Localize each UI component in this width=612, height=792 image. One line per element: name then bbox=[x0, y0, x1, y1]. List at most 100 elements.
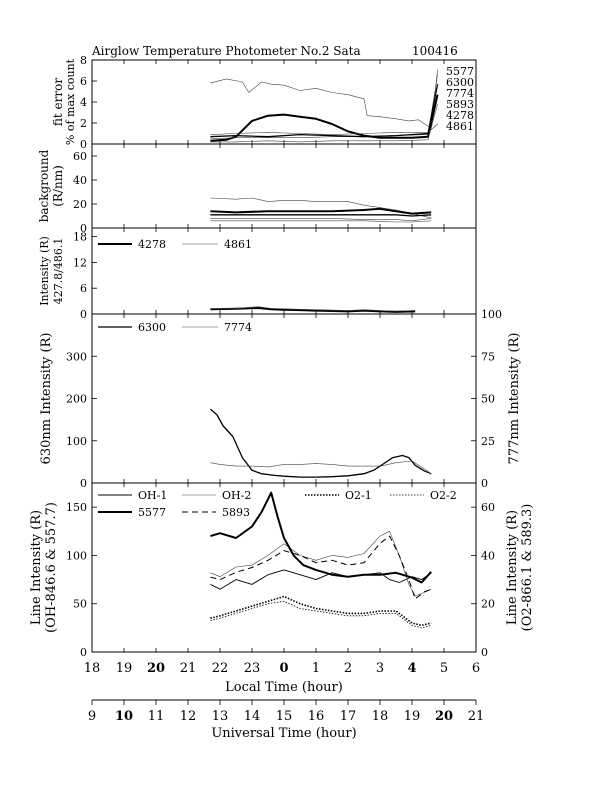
series-line-4861 bbox=[210, 123, 438, 135]
legend-label-5577: 5577 bbox=[138, 506, 166, 519]
y-tick-label: 150 bbox=[66, 501, 87, 514]
figure-title: Airglow Temperature Photometer No.2 Sata bbox=[91, 44, 361, 58]
series-line-7774 bbox=[210, 84, 439, 138]
y-tick-label: 8 bbox=[80, 54, 87, 67]
series-line-4278 bbox=[210, 307, 416, 313]
y-right-tick-label: 100 bbox=[481, 308, 502, 321]
legend-label-OH-2: OH-2 bbox=[222, 489, 251, 502]
y-right-tick-label: 50 bbox=[481, 393, 495, 406]
y-tick-label: 0 bbox=[80, 308, 87, 321]
y-axis-label-right: 777nm Intensity (R) bbox=[507, 333, 522, 465]
lt-tick-label: 19 bbox=[116, 661, 133, 676]
lt-tick-label: 6 bbox=[472, 661, 480, 676]
lt-tick-label: 21 bbox=[180, 661, 197, 676]
panel-427.8-486.1: 0 6 12 18 Intensity (R) 427.8/486.1 4278 4861 bbox=[38, 227, 477, 321]
lt-tick-label: 3 bbox=[376, 661, 384, 676]
series-line-4278 bbox=[210, 104, 438, 143]
ut-tick-label: 10 bbox=[115, 709, 133, 724]
ut-tick-label: 16 bbox=[308, 709, 325, 724]
y-tick-label: 60 bbox=[73, 150, 87, 163]
lt-tick-label: 4 bbox=[407, 661, 416, 676]
end-label: 6300 bbox=[446, 76, 474, 89]
y-right-tick-label: 60 bbox=[481, 501, 495, 514]
lt-tick-label: 0 bbox=[279, 661, 288, 676]
lt-tick-label: 2 bbox=[344, 661, 352, 676]
y-axis-sublabel: 427.8/486.1 bbox=[52, 238, 65, 305]
end-label: 5577 bbox=[446, 65, 474, 78]
y-axis-label-right: Line Intensity (R) bbox=[505, 510, 520, 625]
ut-tick-label: 20 bbox=[435, 709, 453, 724]
y-tick-label: 100 bbox=[66, 435, 87, 448]
lt-tick-label: 23 bbox=[244, 661, 261, 676]
y-axis-label: background bbox=[37, 149, 51, 222]
y-right-tick-label: 25 bbox=[481, 435, 495, 448]
y-tick-label: 4 bbox=[80, 96, 87, 109]
y-tick-label: 18 bbox=[73, 231, 87, 244]
ut-tick-label: 13 bbox=[212, 709, 229, 724]
y-tick-label: 0 bbox=[80, 138, 87, 151]
lt-tick-label: 20 bbox=[147, 661, 165, 676]
series-line-OH-2 bbox=[210, 530, 432, 597]
series-line-6300 bbox=[209, 408, 432, 478]
series-line-4861 bbox=[210, 306, 416, 312]
series-line-s4 bbox=[210, 220, 432, 223]
ut-tick-label: 9 bbox=[88, 709, 96, 724]
legend-label-O2-2: O2-2 bbox=[430, 489, 457, 502]
series-line-5893 bbox=[210, 535, 432, 600]
y-tick-label: 0 bbox=[80, 222, 87, 235]
end-label: 4278 bbox=[446, 109, 474, 122]
ut-tick-label: 19 bbox=[404, 709, 421, 724]
y-tick-label: 100 bbox=[66, 549, 87, 562]
y-tick-label: 6 bbox=[80, 282, 87, 295]
y-axis-label: Intensity (R) bbox=[38, 236, 51, 306]
series-line-6300 bbox=[210, 74, 438, 140]
y-tick-label: 0 bbox=[80, 477, 87, 490]
legend-label-5893: 5893 bbox=[222, 506, 250, 519]
y-right-tick-label: 0 bbox=[481, 646, 488, 659]
y-tick-label: 2 bbox=[80, 117, 87, 130]
series-line-s2 bbox=[210, 214, 432, 217]
y-axis-sublabel: % of max count bbox=[64, 58, 77, 145]
end-label: 4861 bbox=[446, 120, 474, 133]
y-axis-label: fit error bbox=[51, 78, 65, 126]
y-tick-label: 6 bbox=[80, 75, 87, 88]
legend-label-4278: 4278 bbox=[138, 238, 166, 251]
y-tick-label: 12 bbox=[73, 256, 87, 269]
y-axis-sublabel-right: (O2-866.1 & 589.3) bbox=[520, 504, 535, 632]
y-tick-label: 300 bbox=[66, 350, 87, 363]
ut-tick-label: 17 bbox=[340, 709, 357, 724]
ut-tick-label: 12 bbox=[180, 709, 197, 724]
series-line-OH-1 bbox=[210, 569, 432, 590]
y-right-tick-label: 75 bbox=[481, 350, 495, 363]
panel-background: 0 20 40 60 background (R/nm) bbox=[37, 143, 477, 235]
series-line-5577 bbox=[210, 491, 432, 584]
lt-tick-label: 1 bbox=[312, 661, 320, 676]
ut-tick-label: 21 bbox=[468, 709, 485, 724]
ut-tick-label: 11 bbox=[148, 709, 165, 724]
y-axis-label-left: Line Intensity (R) bbox=[29, 510, 44, 625]
y-tick-label: 0 bbox=[80, 646, 87, 659]
y-tick-label: 50 bbox=[73, 598, 87, 611]
legend-label-7774: 7774 bbox=[224, 321, 252, 334]
panel-frame bbox=[91, 313, 477, 484]
legend-label-O2-1: O2-1 bbox=[345, 489, 372, 502]
series-line-s1 bbox=[210, 207, 432, 215]
y-tick-label: 40 bbox=[73, 174, 87, 187]
y-tick-label: 20 bbox=[73, 198, 87, 211]
series-line-s3 bbox=[210, 218, 432, 222]
y-right-tick-label: 20 bbox=[481, 598, 495, 611]
y-right-tick-label: 40 bbox=[481, 549, 495, 562]
panel-630-777: 0 100 200 300 0 25 50 75 100 630nm Intensity (R) 7… bbox=[39, 308, 522, 490]
end-label: 7774 bbox=[446, 87, 474, 100]
lt-tick-label: 18 bbox=[84, 661, 101, 676]
ut-axis-label: Universal Time (hour) bbox=[211, 726, 356, 741]
series-line-O2-1 bbox=[210, 595, 432, 627]
series-line-7774 bbox=[210, 460, 432, 475]
panel-frame bbox=[91, 59, 477, 145]
figure-date: 100416 bbox=[412, 44, 458, 58]
y-tick-label: 200 bbox=[66, 393, 87, 406]
series-line-5893 bbox=[210, 94, 439, 142]
y-axis-sublabel-left: (OH-846.6 & 557.7) bbox=[44, 502, 59, 633]
